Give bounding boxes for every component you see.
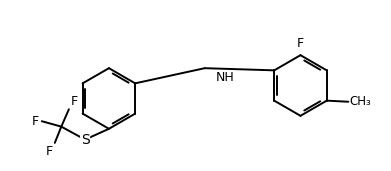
Text: NH: NH xyxy=(215,71,234,84)
Text: CH₃: CH₃ xyxy=(350,95,371,108)
Text: F: F xyxy=(31,115,39,128)
Text: F: F xyxy=(297,37,304,50)
Text: S: S xyxy=(81,133,90,147)
Text: F: F xyxy=(71,95,78,108)
Text: F: F xyxy=(45,145,53,158)
